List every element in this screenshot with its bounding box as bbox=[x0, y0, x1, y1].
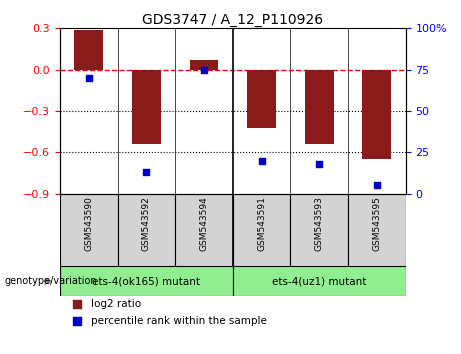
Bar bbox=[132, 70, 161, 144]
Point bbox=[74, 302, 81, 307]
Bar bbox=[189, 60, 219, 70]
Text: ets-4(uz1) mutant: ets-4(uz1) mutant bbox=[272, 276, 366, 286]
Point bbox=[200, 67, 207, 73]
Bar bbox=[60, 194, 118, 267]
Text: genotype/variation: genotype/variation bbox=[5, 276, 97, 286]
Bar bbox=[247, 70, 276, 127]
Bar bbox=[233, 267, 406, 296]
Bar bbox=[118, 194, 175, 267]
Point bbox=[258, 158, 266, 164]
Bar bbox=[175, 194, 233, 267]
Point bbox=[315, 161, 323, 167]
Text: log2 ratio: log2 ratio bbox=[91, 299, 141, 309]
Bar bbox=[233, 194, 290, 267]
Text: GSM543592: GSM543592 bbox=[142, 196, 151, 251]
Text: GSM543594: GSM543594 bbox=[200, 196, 208, 251]
Bar bbox=[74, 30, 103, 70]
Title: GDS3747 / A_12_P110926: GDS3747 / A_12_P110926 bbox=[142, 13, 323, 27]
Bar bbox=[348, 194, 406, 267]
Point bbox=[85, 75, 92, 81]
Text: GSM543591: GSM543591 bbox=[257, 196, 266, 251]
Text: GSM543593: GSM543593 bbox=[315, 196, 324, 251]
Text: GSM543590: GSM543590 bbox=[84, 196, 93, 251]
Bar bbox=[290, 194, 348, 267]
Point bbox=[373, 183, 381, 188]
Text: percentile rank within the sample: percentile rank within the sample bbox=[91, 316, 267, 326]
Text: GSM543595: GSM543595 bbox=[372, 196, 381, 251]
Text: ets-4(ok165) mutant: ets-4(ok165) mutant bbox=[92, 276, 201, 286]
Bar bbox=[305, 70, 334, 144]
Bar bbox=[362, 70, 391, 159]
Point bbox=[74, 318, 81, 324]
Point bbox=[142, 169, 150, 175]
Bar bbox=[60, 267, 233, 296]
